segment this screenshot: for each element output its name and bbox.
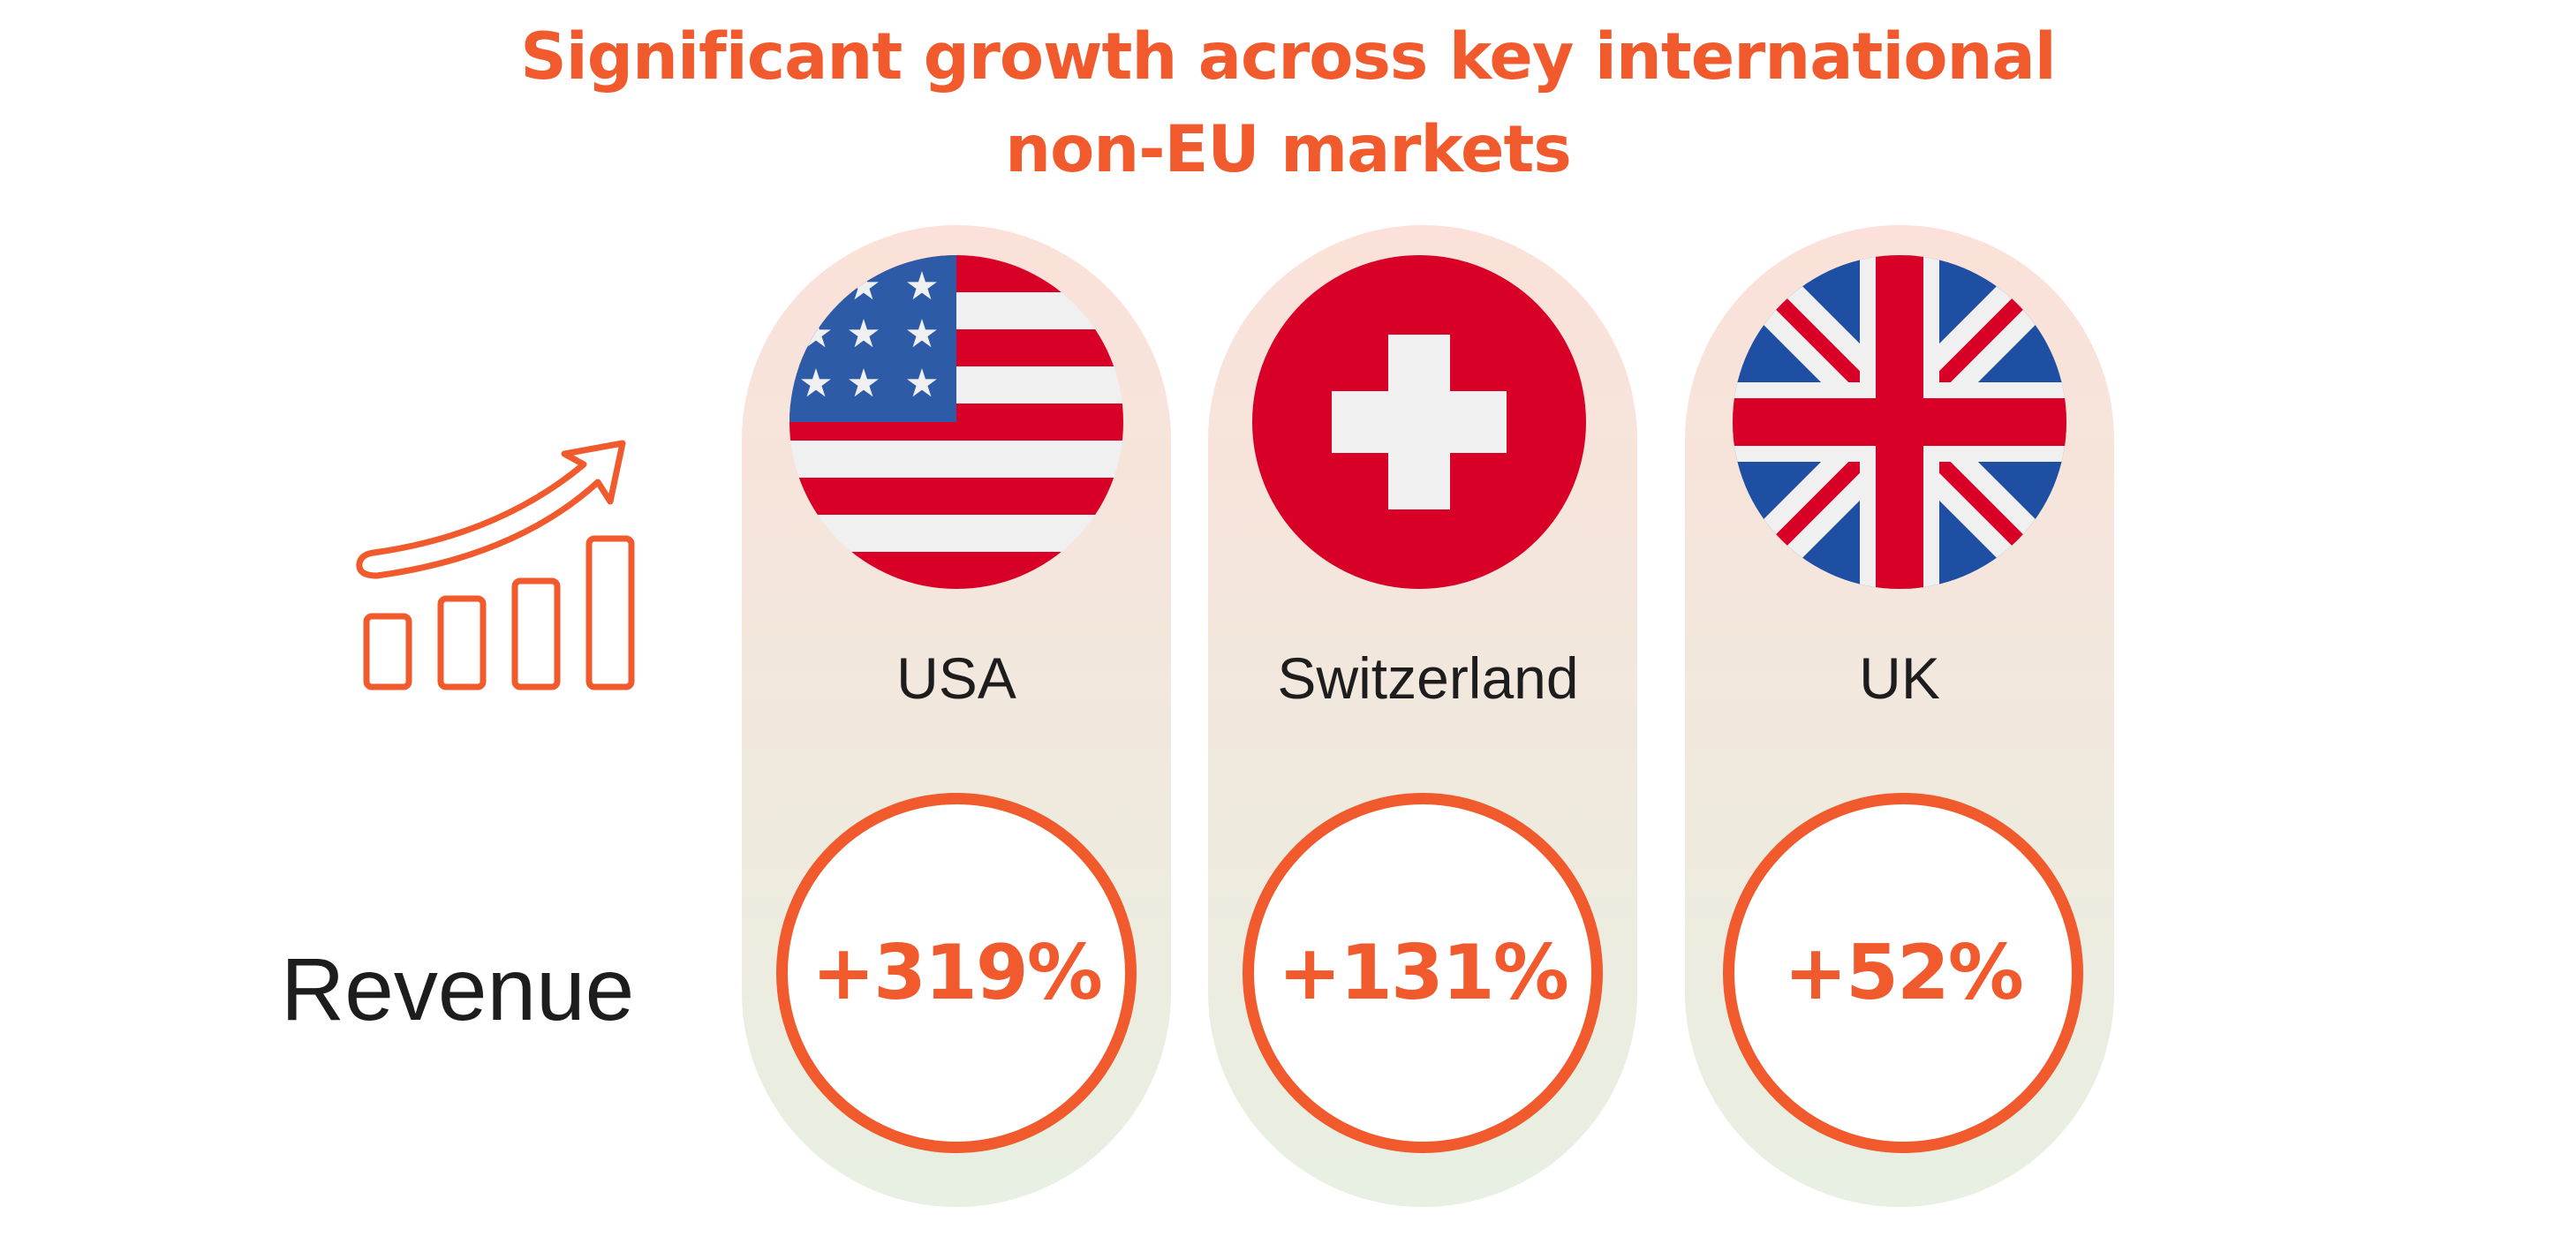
uk-revenue-growth: +52% (1784, 929, 2024, 1017)
title-line-1: Significant growth across key internatio… (520, 19, 2057, 94)
uk-flag-icon (1733, 255, 2066, 589)
svg-text:★: ★ (846, 361, 880, 406)
country-label-switzerland: Switzerland (1277, 645, 1579, 711)
svg-text:★: ★ (904, 312, 939, 357)
svg-text:★: ★ (904, 264, 939, 309)
switzerland-value-ring: +131% (1243, 793, 1603, 1153)
revenue-label: Revenue (281, 940, 635, 1039)
usa-value-ring: +319% (776, 793, 1137, 1153)
usa-flag-icon: ★ ★ ★ ★ ★ ★ ★ ★ (789, 255, 1123, 589)
switzerland-revenue-growth: +131% (1278, 929, 1569, 1017)
country-label-uk: UK (1859, 645, 1940, 711)
growth-chart-arrow-icon (356, 440, 635, 690)
svg-text:★: ★ (846, 312, 880, 357)
svg-text:★: ★ (798, 361, 833, 406)
svg-text:★: ★ (904, 361, 939, 406)
title-line-2: non-EU markets (1005, 112, 1572, 187)
switzerland-flag-icon (1252, 255, 1586, 589)
usa-revenue-growth: +319% (812, 929, 1103, 1017)
country-label-usa: USA (896, 645, 1016, 711)
uk-value-ring: +52% (1723, 793, 2083, 1153)
